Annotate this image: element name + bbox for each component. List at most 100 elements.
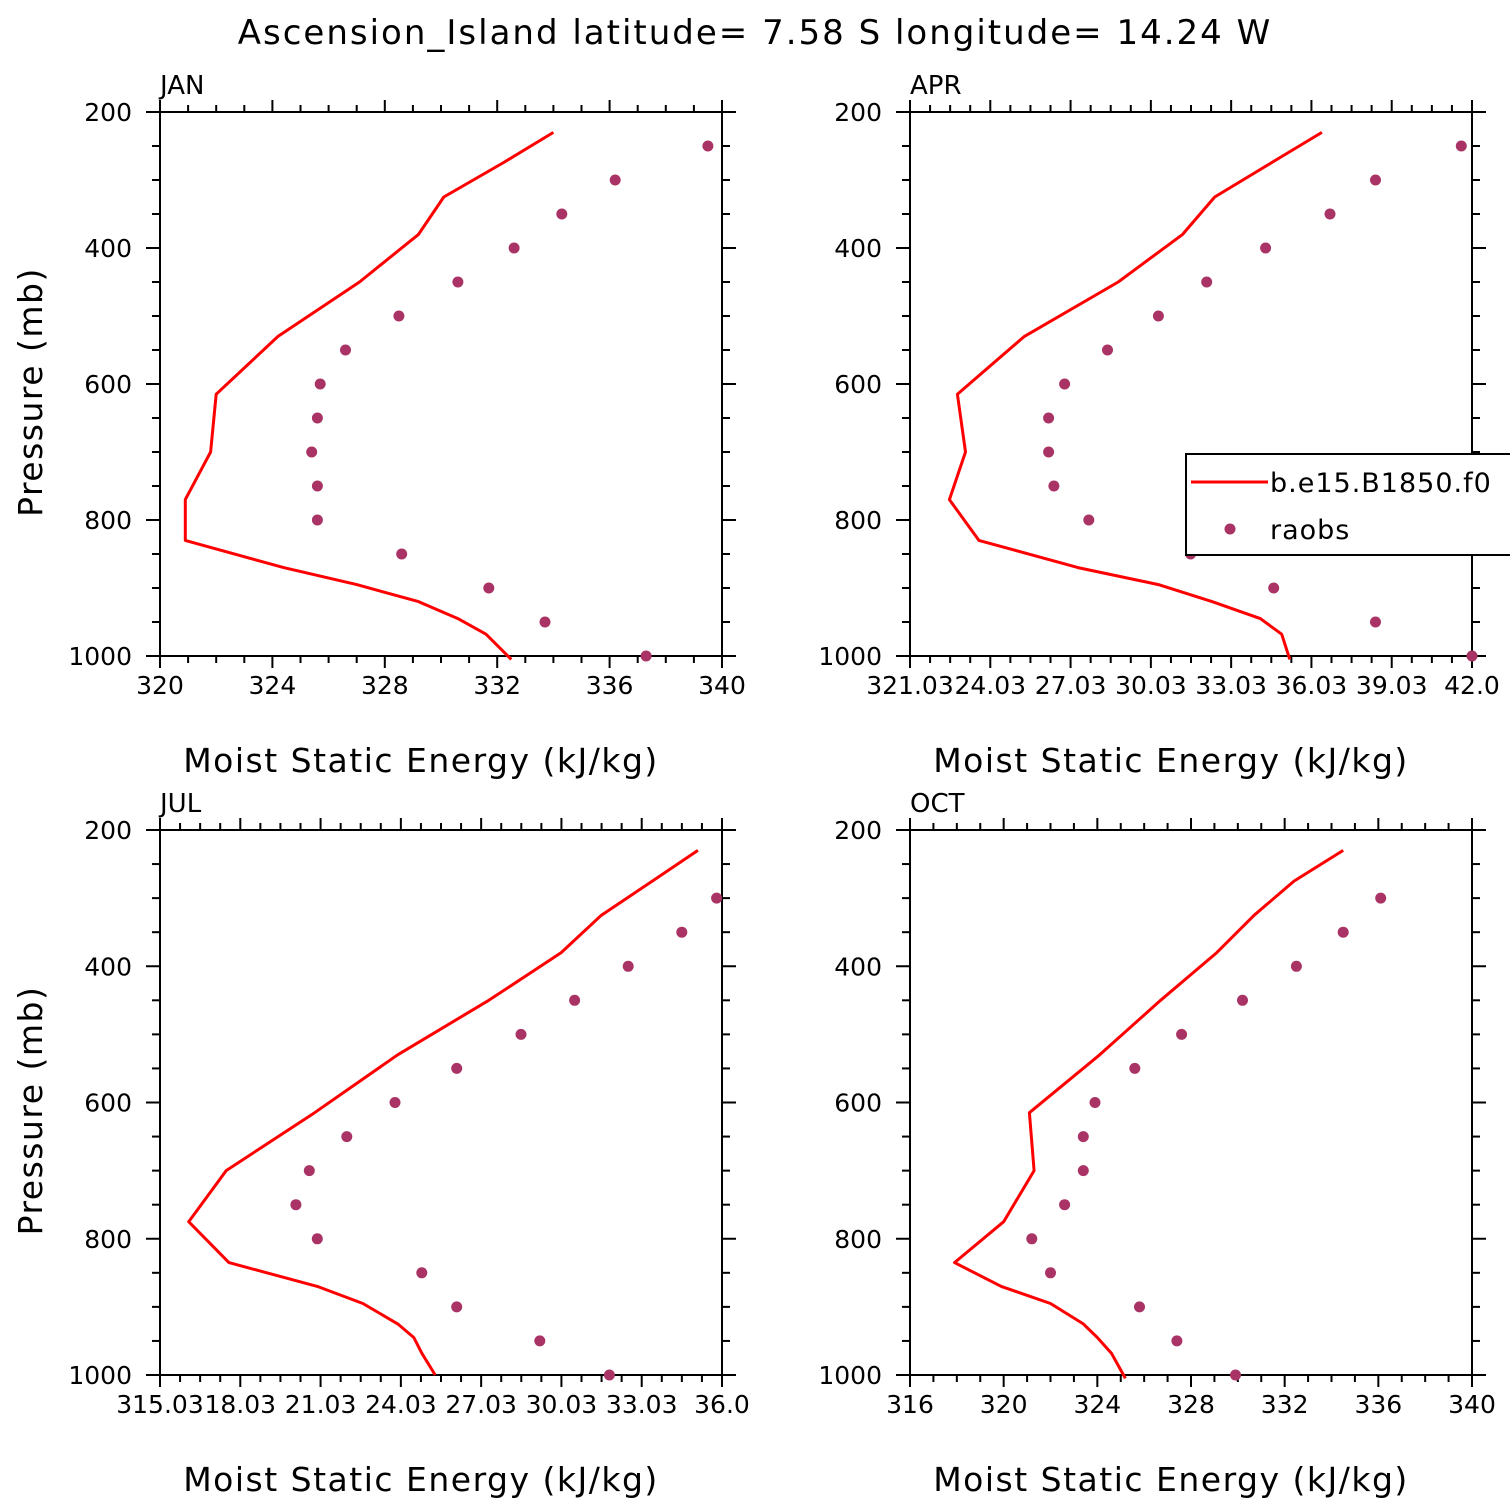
raobs-point <box>1048 480 1060 492</box>
raobs-point <box>1043 412 1055 424</box>
y-tick-label: 1000 <box>68 642 132 671</box>
raobs-point <box>303 1165 315 1177</box>
x-tick-label: 316 <box>886 1390 934 1419</box>
x-tick-label: 27.03 <box>1035 671 1107 700</box>
raobs-point <box>314 378 326 390</box>
axes-frame <box>159 111 723 657</box>
y-tick-label: 200 <box>84 98 132 127</box>
raobs-point <box>1176 1028 1188 1040</box>
axes-frame <box>909 829 1473 1376</box>
raobs-point <box>622 960 634 972</box>
raobs-point <box>1337 926 1349 938</box>
y-tick-label: 600 <box>84 1089 132 1118</box>
x-tick-label: 328 <box>361 671 409 700</box>
legend-entry-model: b.e15.B1850.f0 <box>1270 468 1492 499</box>
y-tick-label: 600 <box>834 1089 882 1118</box>
raobs-point <box>1083 514 1095 526</box>
raobs-point <box>311 514 323 526</box>
x-tick-label: 24.03 <box>954 671 1026 700</box>
y-tick-label: 400 <box>834 952 882 981</box>
raobs-point <box>451 1301 463 1313</box>
raobs-point <box>1375 892 1387 904</box>
raobs-point <box>311 1233 323 1245</box>
x-axis-title: Moist Static Energy (kJ/kg) <box>183 741 659 780</box>
x-tick-label: 33.03 <box>1195 671 1267 700</box>
raobs-point <box>1077 1165 1089 1177</box>
panel-label: JAN <box>158 71 204 101</box>
y-tick-label: 800 <box>834 1225 882 1254</box>
raobs-point <box>1045 1267 1056 1279</box>
raobs-point <box>1129 1062 1141 1074</box>
x-tick-label: 36.0 <box>694 1390 750 1419</box>
x-tick-label: 27.03 <box>445 1390 517 1419</box>
y-tick-label: 200 <box>84 816 132 845</box>
x-tick-label: 324 <box>249 671 297 700</box>
raobs-point <box>340 344 351 356</box>
raobs-point <box>515 1028 527 1040</box>
raobs-point <box>1171 1335 1183 1347</box>
x-axis-title: Moist Static Energy (kJ/kg) <box>933 1460 1409 1499</box>
y-tick-label: 1000 <box>68 1361 132 1390</box>
raobs-point <box>451 1062 463 1074</box>
x-tick-label: 42.0 <box>1444 671 1500 700</box>
x-tick-label: 30.03 <box>526 1390 598 1419</box>
x-tick-label: 320 <box>980 1390 1028 1419</box>
raobs-point <box>1370 174 1381 186</box>
legend: b.e15.B1850.f0 raobs <box>1185 453 1510 556</box>
panel-jan: JAN 320 324 328 332 336 340 200 400 600 800 1000 Moi… <box>11 71 746 780</box>
x-tick-label: 321.03 <box>866 671 953 700</box>
x-tick-label: 332 <box>1261 1390 1309 1419</box>
raobs-point <box>1370 616 1381 628</box>
x-tick-label: 30.03 <box>1115 671 1187 700</box>
model-line-series <box>947 131 1323 660</box>
x-tick-label: 328 <box>1167 1390 1215 1419</box>
raobs-point <box>603 1369 615 1381</box>
axes-frame <box>159 829 723 1376</box>
raobs-point <box>416 1267 428 1279</box>
y-tick-label: 400 <box>834 234 882 263</box>
raobs-point <box>311 412 323 424</box>
x-tick-label: 18.03 <box>204 1390 276 1419</box>
x-axis-title: Moist Static Energy (kJ/kg) <box>933 741 1409 780</box>
x-tick-label: 21.03 <box>285 1390 357 1419</box>
legend-box <box>1185 453 1510 556</box>
raobs-point <box>1102 344 1113 356</box>
raobs-point <box>389 1097 401 1108</box>
y-tick-label: 600 <box>84 370 132 399</box>
figure-title: Ascension_Island latitude= 7.58 S longit… <box>238 13 1273 53</box>
panel-apr: APR 321.03 24.03 27.03 30.03 33.03 36.03 39.03 4… <box>818 71 1499 780</box>
raobs-point <box>1077 1131 1089 1143</box>
raobs-point <box>1059 378 1071 390</box>
raobs-point <box>483 582 495 594</box>
panel-jul: JUL 315.03 18.03 21.03 24.03 27.03 30.03 33.03 3… <box>11 789 750 1499</box>
raobs-point <box>508 242 520 254</box>
raobs-point <box>711 892 723 904</box>
x-tick-label: 324 <box>1073 1390 1121 1419</box>
panel-oct: OCT 316 320 324 328 332 336 340 200 400 600 800 1000… <box>818 789 1495 1499</box>
raobs-point <box>393 310 405 322</box>
raobs-point <box>702 140 714 152</box>
raobs-point <box>1324 208 1336 220</box>
panel-label: OCT <box>910 789 965 819</box>
raobs-point <box>1134 1301 1145 1313</box>
y-tick-label: 400 <box>84 234 132 263</box>
raobs-point <box>452 276 464 288</box>
raobs-point <box>609 174 621 186</box>
y-tick-label: 800 <box>834 506 882 535</box>
raobs-point <box>1466 650 1478 662</box>
x-tick-label: 336 <box>1354 1390 1402 1419</box>
x-tick-label: 336 <box>586 671 634 700</box>
panel-label: APR <box>910 71 962 101</box>
raobs-point <box>1237 994 1248 1006</box>
x-tick-label: 315.03 <box>116 1390 203 1419</box>
raobs-point <box>311 480 323 492</box>
y-tick-label: 800 <box>84 1225 132 1254</box>
y-tick-label: 600 <box>834 370 882 399</box>
model-line-series <box>953 849 1344 1380</box>
raobs-point <box>1152 310 1164 322</box>
axes-frame <box>909 111 1473 657</box>
x-tick-label: 340 <box>698 671 746 700</box>
raobs-point <box>556 208 568 220</box>
raobs-point <box>1201 276 1213 288</box>
legend-entry-raobs: raobs <box>1270 515 1350 546</box>
